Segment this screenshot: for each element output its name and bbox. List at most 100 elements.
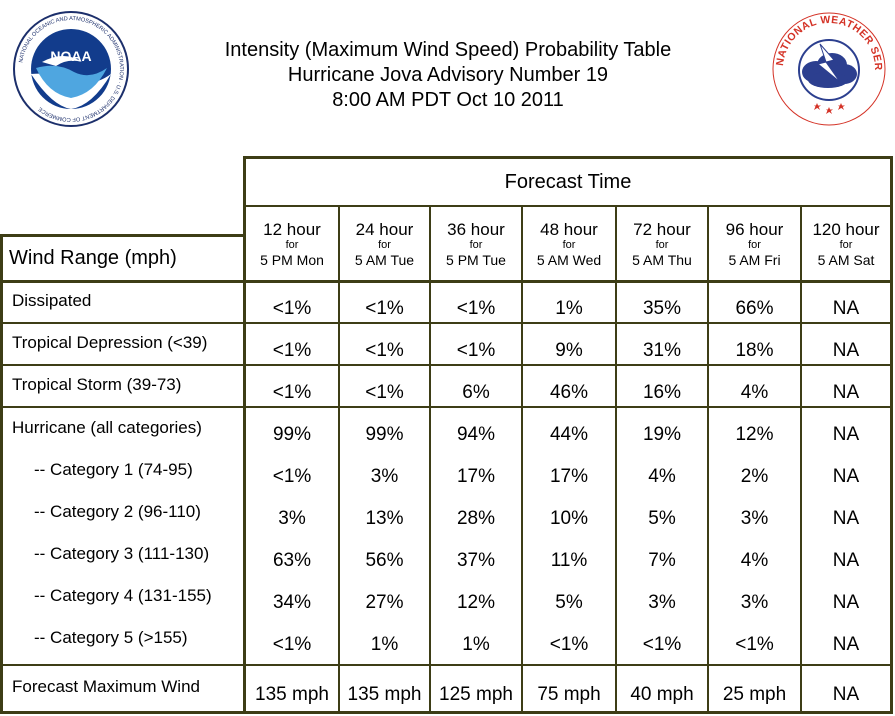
row-value: 4%	[648, 466, 676, 487]
row-value: NA	[832, 508, 860, 529]
column-header: 36 hour for 5 PM Tue	[431, 210, 521, 278]
row-value: 135 mph	[255, 684, 329, 705]
row-value: <1%	[456, 340, 496, 361]
row-value: 75 mph	[537, 684, 601, 705]
row-value: 1%	[462, 634, 490, 655]
row-value: 17%	[456, 466, 496, 487]
row-value: 3%	[648, 592, 676, 613]
column-hour: 12 hour	[263, 219, 321, 239]
row-value: 1%	[555, 298, 583, 319]
row-value: NA	[832, 382, 860, 403]
title-line-1: Intensity (Maximum Wind Speed) Probabili…	[224, 39, 672, 61]
row-label: -- Category 5 (>155)	[34, 628, 188, 647]
row-value: NA	[832, 466, 860, 487]
row-value: <1%	[272, 466, 312, 487]
row-value: 9%	[555, 340, 583, 361]
row-value: 99%	[365, 424, 404, 445]
row-value: NA	[832, 424, 860, 445]
row-value: 27%	[365, 592, 404, 613]
row-value: 99%	[272, 424, 312, 445]
row-label: Dissipated	[12, 291, 92, 310]
row-value: 19%	[642, 424, 682, 445]
column-hour: 36 hour	[447, 219, 505, 239]
row-label: -- Category 1 (74-95)	[34, 460, 193, 479]
row-value: 10%	[549, 508, 589, 529]
row-value: 13%	[365, 508, 404, 529]
row-value: 3%	[278, 508, 306, 529]
row-label: -- Category 2 (96-110)	[34, 502, 201, 521]
row-value: 44%	[549, 424, 589, 445]
row-value: 37%	[456, 550, 496, 571]
column-for: for	[378, 238, 391, 251]
forecast-time-header: Forecast Time	[246, 159, 890, 205]
column-for: for	[839, 238, 853, 251]
row-value: <1%	[365, 382, 404, 403]
column-header: 120 hour for 5 AM Sat	[802, 210, 890, 278]
row-value: NA	[832, 340, 860, 361]
row-value: 63%	[272, 550, 312, 571]
row-value: 3%	[370, 466, 399, 487]
column-header: 12 hour for 5 PM Mon	[246, 210, 338, 278]
column-hour: 48 hour	[540, 219, 598, 239]
row-value: <1%	[272, 340, 312, 361]
row-value: <1%	[272, 634, 312, 655]
column-hour: 24 hour	[355, 219, 414, 239]
row-label: Hurricane (all categories)	[12, 418, 202, 437]
column-for: for	[469, 238, 483, 251]
row-value: <1%	[549, 634, 589, 655]
row-value: 1%	[370, 634, 399, 655]
column-when: 5 AM Thu	[632, 251, 692, 268]
row-value: 3%	[740, 508, 769, 529]
column-for: for	[748, 238, 761, 251]
row-value: 125 mph	[439, 684, 513, 705]
row-value: 135 mph	[347, 684, 422, 705]
row-value: 5%	[555, 592, 583, 613]
column-header: 96 hour for 5 AM Fri	[709, 210, 800, 278]
column-when: 5 AM Fri	[728, 251, 781, 268]
row-label: -- Category 4 (131-155)	[34, 586, 212, 605]
row-value: 4%	[740, 382, 769, 403]
row-label: Tropical Storm (39-73)	[12, 375, 182, 394]
row-value: <1%	[365, 298, 404, 319]
column-for: for	[562, 238, 576, 251]
title-block: Intensity (Maximum Wind Speed) Probabili…	[150, 38, 746, 113]
column-header: 48 hour for 5 AM Wed	[523, 210, 615, 278]
column-header: 72 hour for 5 AM Thu	[617, 210, 707, 278]
column-hour: 120 hour	[812, 219, 880, 239]
column-header: 24 hour for 5 AM Tue	[340, 210, 429, 278]
row-value: <1%	[272, 382, 312, 403]
column-when: 5 AM Sat	[817, 251, 875, 268]
column-when: 5 PM Tue	[446, 251, 506, 268]
row-value: 3%	[740, 592, 769, 613]
wind-range-label: Wind Range (mph)	[9, 247, 177, 269]
row-value: 94%	[456, 424, 496, 445]
row-value: 4%	[740, 550, 769, 571]
row-value: 56%	[365, 550, 404, 571]
column-for: for	[655, 238, 669, 251]
row-value: 46%	[549, 382, 589, 403]
row-value: 35%	[642, 298, 682, 319]
row-value: 17%	[549, 466, 589, 487]
column-when: 5 PM Mon	[260, 251, 324, 268]
row-value: 16%	[642, 382, 682, 403]
row-value: 12%	[456, 592, 496, 613]
row-value: 18%	[735, 340, 774, 361]
row-value: <1%	[456, 298, 496, 319]
row-value: 12%	[735, 424, 774, 445]
row-value: NA	[832, 550, 860, 571]
row-label: -- Category 3 (111-130)	[34, 544, 210, 563]
row-value: NA	[832, 592, 860, 613]
row-value: <1%	[642, 634, 682, 655]
noaa-logo: NOAA NATIONAL OCEANIC AND ATMOSPHERIC AD…	[12, 10, 130, 128]
row-value: 2%	[740, 466, 769, 487]
title-line-2: Hurricane Jova Advisory Number 19	[287, 64, 609, 86]
column-hour: 96 hour	[725, 219, 784, 239]
wind-range-header: Wind Range (mph)	[3, 237, 249, 280]
row-value: NA	[832, 298, 860, 319]
row-value: NA	[832, 634, 860, 655]
svg-text:NOAA: NOAA	[50, 48, 91, 64]
row-value: 66%	[735, 298, 774, 319]
row-value: 31%	[642, 340, 682, 361]
row-label: Forecast Maximum Wind	[12, 677, 200, 696]
row-value: 6%	[462, 382, 490, 403]
